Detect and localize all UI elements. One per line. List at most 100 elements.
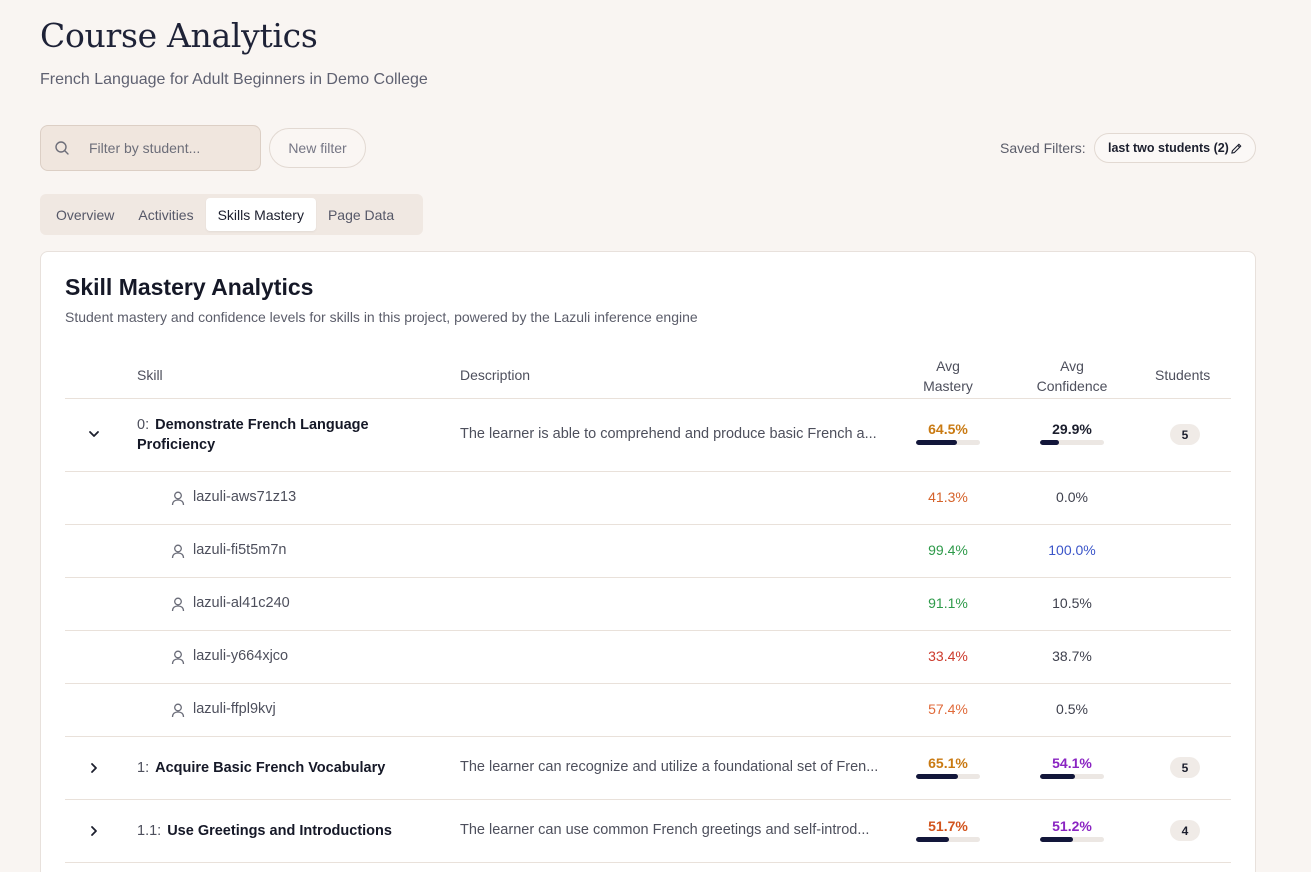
chevron-right-icon[interactable] <box>87 761 101 775</box>
pencil-icon[interactable] <box>1230 142 1243 155</box>
avg-confidence-value: 29.9% <box>1052 421 1092 437</box>
avg-mastery-bar <box>916 837 980 842</box>
col-avg-mastery-line2: Mastery <box>923 378 973 394</box>
skill-name-line2: Proficiency <box>137 437 216 453</box>
search-input[interactable] <box>89 140 249 156</box>
panel-title: Skill Mastery Analytics <box>65 274 314 300</box>
avg-confidence-cell: 29.9% <box>1040 421 1104 445</box>
user-icon <box>171 491 185 506</box>
avg-confidence-bar-fill <box>1040 837 1073 842</box>
student-count-badge: 5 <box>1170 757 1200 778</box>
tab-activities[interactable]: Activities <box>138 206 194 223</box>
user-icon <box>171 650 185 665</box>
skill-number: 0: <box>137 417 150 433</box>
skill-name-text: Use Greetings and Introductions <box>167 823 392 839</box>
student-confidence: 38.7% <box>1052 648 1092 664</box>
student-confidence: 0.5% <box>1056 701 1088 717</box>
skill-description: The learner can recognize and utilize a … <box>460 759 879 775</box>
student-mastery: 91.1% <box>928 595 968 611</box>
avg-mastery-value: 51.7% <box>928 818 968 834</box>
col-skill[interactable]: Skill <box>137 367 163 383</box>
skill-mastery-panel: Skill Mastery Analytics Student mastery … <box>40 251 1256 872</box>
student-count-badge: 4 <box>1170 820 1200 841</box>
avg-confidence-value: 54.1% <box>1052 755 1092 771</box>
avg-confidence-value: 51.2% <box>1052 818 1092 834</box>
col-avg-mastery-line1: Avg <box>936 358 960 374</box>
page-title: Course Analytics <box>40 16 318 55</box>
skills-table: Skill Description Avg Mastery Avg Confid… <box>65 350 1231 863</box>
page-subtitle: French Language for Adult Beginners in D… <box>40 71 428 88</box>
student-id: lazuli-ffpl9kvj <box>193 701 276 717</box>
student-mastery: 33.4% <box>928 648 968 664</box>
chevron-down-icon[interactable] <box>87 427 101 441</box>
saved-filter-chip[interactable]: last two students (2) <box>1094 133 1256 163</box>
student-confidence: 10.5% <box>1052 595 1092 611</box>
avg-mastery-bar-fill <box>916 837 950 842</box>
student-id: lazuli-al41c240 <box>193 595 290 611</box>
tab-skills-mastery[interactable]: Skills Mastery <box>205 198 316 231</box>
avg-mastery-bar <box>916 440 980 445</box>
chevron-right-icon[interactable] <box>87 824 101 838</box>
avg-mastery-value: 65.1% <box>928 755 968 771</box>
table-row[interactable]: lazuli-y664xjco 33.4% 38.7% <box>65 631 1231 684</box>
skill-description: The learner is able to comprehend and pr… <box>460 426 877 442</box>
avg-mastery-cell: 51.7% <box>916 818 980 842</box>
col-description[interactable]: Description <box>460 367 531 383</box>
skill-name: 1: Acquire Basic French Vocabulary <box>137 758 385 778</box>
student-confidence: 0.0% <box>1056 489 1088 505</box>
avg-confidence-bar-fill <box>1040 774 1075 779</box>
saved-filters-label: Saved Filters: <box>1000 140 1086 156</box>
user-icon <box>171 703 185 718</box>
panel-description: Student mastery and confidence levels fo… <box>65 309 698 325</box>
user-icon <box>171 544 185 559</box>
avg-confidence-bar-fill <box>1040 440 1060 445</box>
col-avg-confidence-line2: Confidence <box>1036 378 1108 394</box>
student-id: lazuli-fi5t5m7n <box>193 542 287 558</box>
table-row[interactable]: lazuli-al41c240 91.1% 10.5% <box>65 578 1231 631</box>
avg-confidence-cell: 54.1% <box>1040 755 1104 779</box>
skill-name: 0: Demonstrate French Language Proficienc… <box>137 415 369 455</box>
tab-bar: Overview Activities Skills Mastery Page … <box>40 194 423 235</box>
skill-name-text: Acquire Basic French Vocabulary <box>155 760 386 776</box>
table-row[interactable]: lazuli-ffpl9kvj 57.4% 0.5% <box>65 684 1231 737</box>
table-header: Skill Description Avg Mastery Avg Confid… <box>65 350 1231 399</box>
new-filter-button[interactable]: New filter <box>269 128 366 168</box>
col-students[interactable]: Students <box>1155 367 1211 383</box>
student-id: lazuli-y664xjco <box>193 648 289 664</box>
saved-filter-chip-label: last two students (2) <box>1108 141 1229 155</box>
student-mastery: 99.4% <box>928 542 968 558</box>
student-id: lazuli-aws71z13 <box>193 489 297 505</box>
tab-overview[interactable]: Overview <box>56 206 115 223</box>
col-avg-confidence-line1: Avg <box>1060 358 1084 374</box>
student-mastery: 41.3% <box>928 489 968 505</box>
student-filter-search[interactable] <box>40 125 261 171</box>
table-row[interactable]: 1: Acquire Basic French Vocabulary The le… <box>65 737 1231 800</box>
skill-number: 1: <box>137 760 150 776</box>
student-mastery: 57.4% <box>928 701 968 717</box>
avg-confidence-bar <box>1040 774 1104 779</box>
col-avg-mastery[interactable]: Avg Mastery <box>908 356 988 396</box>
avg-mastery-cell: 64.5% <box>916 421 980 445</box>
student-confidence: 100.0% <box>1048 542 1096 558</box>
skill-name-line1: Demonstrate French Language <box>155 417 369 433</box>
col-avg-confidence[interactable]: Avg Confidence <box>1024 356 1120 396</box>
table-row[interactable]: lazuli-fi5t5m7n 99.4% 100.0% <box>65 525 1231 578</box>
avg-mastery-value: 64.5% <box>928 421 968 437</box>
skill-description: The learner can use common French greeti… <box>460 822 870 838</box>
avg-confidence-bar <box>1040 440 1104 445</box>
table-row[interactable]: 1.1: Use Greetings and Introductions The … <box>65 800 1231 863</box>
avg-mastery-bar <box>916 774 980 779</box>
student-count-badge: 5 <box>1170 424 1200 445</box>
table-row[interactable]: lazuli-aws71z13 41.3% 0.0% <box>65 472 1231 525</box>
search-icon <box>55 141 69 155</box>
avg-mastery-bar-fill <box>916 774 958 779</box>
tab-page-data[interactable]: Page Data <box>327 206 395 223</box>
avg-mastery-cell: 65.1% <box>916 755 980 779</box>
skill-number: 1.1: <box>137 823 162 839</box>
table-row[interactable]: 0: Demonstrate French Language Proficienc… <box>65 399 1231 472</box>
skill-name: 1.1: Use Greetings and Introductions <box>137 821 392 841</box>
avg-confidence-bar <box>1040 837 1104 842</box>
user-icon <box>171 597 185 612</box>
avg-confidence-cell: 51.2% <box>1040 818 1104 842</box>
avg-mastery-bar-fill <box>916 440 958 445</box>
